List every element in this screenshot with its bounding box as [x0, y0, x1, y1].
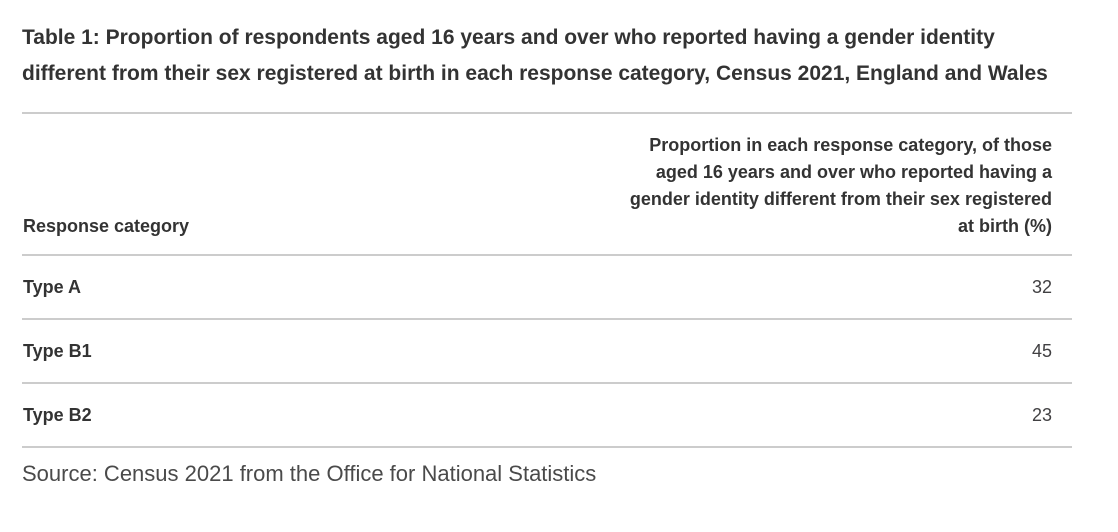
source-note: Source: Census 2021 from the Office for …	[22, 461, 597, 486]
table-row-type-b1: Type B1 45	[22, 319, 1072, 384]
row-label: Type B2	[22, 383, 610, 448]
table-header: Response category Proportion in each res…	[22, 112, 1072, 256]
table-row-type-a: Type A 32	[22, 255, 1072, 320]
table-row-type-b2: Type B2 23	[22, 383, 1072, 448]
column-header-proportion: Proportion in each response category, of…	[610, 112, 1072, 256]
row-value: 32	[610, 255, 1072, 320]
row-value: 45	[610, 319, 1072, 384]
row-label: Type A	[22, 255, 610, 320]
column-header-response-category: Response category	[22, 112, 610, 256]
table-title: Table 1: Proportion of respondents aged …	[22, 26, 1048, 85]
row-label: Type B1	[22, 319, 610, 384]
table-body: Type A 32 Type B1 45 Type B2 23	[22, 255, 1072, 448]
data-table: Response category Proportion in each res…	[22, 112, 1072, 448]
row-value: 23	[610, 383, 1072, 448]
header-row: Response category Proportion in each res…	[22, 112, 1072, 256]
